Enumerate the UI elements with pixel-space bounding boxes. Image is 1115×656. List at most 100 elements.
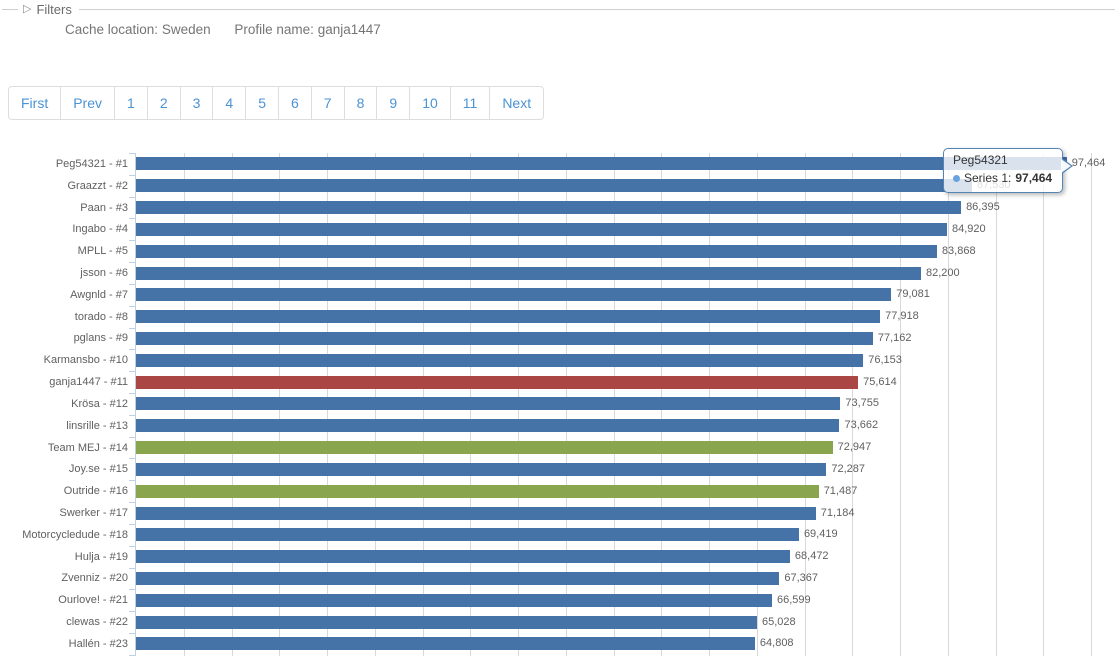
bar[interactable] — [136, 244, 937, 258]
value-label: 69,419 — [803, 528, 838, 541]
value-label: 72,287 — [831, 462, 865, 475]
bar[interactable] — [136, 397, 841, 411]
bar[interactable] — [136, 484, 819, 498]
value-label: 83,868 — [941, 244, 976, 257]
bar[interactable] — [136, 375, 859, 389]
axis-tick — [129, 502, 136, 504]
value-label: 86,395 — [966, 201, 1000, 214]
value-label: 66,599 — [777, 593, 811, 606]
bar[interactable] — [136, 615, 758, 629]
filters-legend[interactable]: Filters — [36, 1, 72, 17]
axis-tick — [129, 414, 136, 416]
axis-tick — [129, 218, 136, 220]
bar[interactable] — [136, 353, 864, 367]
bar[interactable] — [136, 331, 873, 345]
gridline — [900, 153, 901, 656]
gridline — [1043, 153, 1045, 656]
axis-tick — [129, 240, 136, 242]
axis-tick — [129, 480, 136, 482]
axis-tick — [129, 545, 136, 547]
bar[interactable] — [136, 550, 790, 564]
axis-tick — [129, 567, 136, 569]
bar[interactable] — [136, 441, 833, 455]
bar[interactable] — [136, 157, 1067, 171]
page-button-8[interactable]: 8 — [343, 86, 378, 120]
value-label: 68,472 — [794, 550, 829, 563]
bar[interactable] — [136, 462, 827, 476]
value-label: 67,367 — [784, 571, 818, 584]
cache-location-label: Cache location: — [65, 22, 159, 37]
page-button-prev[interactable]: Prev — [60, 86, 116, 120]
divider-line — [78, 8, 1115, 10]
tooltip-title: Peg54321 — [953, 153, 1008, 167]
page-button-6[interactable]: 6 — [278, 86, 312, 120]
category-label: jsson - #6 — [80, 267, 128, 279]
chart-area: Peg54321 - #1 Graazzt - #2 Paan - #3 Ingabo… — [0, 153, 1115, 656]
axis-tick — [129, 153, 136, 154]
bar[interactable] — [136, 528, 799, 542]
bar[interactable] — [136, 222, 947, 236]
value-label: 77,162 — [877, 331, 912, 344]
page-button-1[interactable]: 1 — [114, 86, 148, 120]
axis-tick — [129, 458, 136, 460]
value-label: 72,947 — [837, 441, 872, 454]
bar[interactable] — [136, 266, 921, 280]
bar[interactable] — [136, 571, 780, 585]
category-label: Zvenniz - #20 — [61, 572, 128, 585]
bar[interactable] — [136, 201, 962, 215]
bar[interactable] — [136, 288, 892, 302]
page-button-5[interactable]: 5 — [245, 86, 279, 120]
category-label: Graazzt - #2 — [67, 179, 128, 192]
profile-name-label: Profile name: — [234, 22, 314, 37]
cache-location-filter: Cache location: Sweden — [65, 22, 211, 37]
axis-tick — [129, 327, 136, 329]
value-label: 82,200 — [926, 266, 960, 279]
category-label: Ourlove! - #21 — [58, 594, 128, 607]
axis-tick — [129, 633, 136, 635]
bar[interactable] — [136, 310, 881, 324]
expand-triangle-icon[interactable]: ▷ — [23, 2, 32, 15]
page-button-7[interactable]: 7 — [310, 86, 345, 120]
category-label: Hallén - #23 — [68, 637, 128, 650]
page-button-10[interactable]: 10 — [409, 86, 451, 120]
page-button-next[interactable]: Next — [489, 86, 545, 120]
axis-tick — [129, 393, 136, 395]
bar[interactable] — [136, 593, 773, 607]
value-label: 84,920 — [951, 222, 986, 235]
axis-tick — [129, 262, 136, 264]
category-labels: Peg54321 - #1 Graazzt - #2 Paan - #3 Ingabo… — [0, 153, 128, 656]
axis-tick — [129, 654, 136, 656]
value-label: 97,464 — [1071, 157, 1106, 170]
cache-location-value: Sweden — [161, 22, 211, 37]
bar[interactable] — [136, 637, 755, 651]
pagination: First Prev 1 2 3 4 5 6 7 8 9 10 11 Next — [8, 86, 545, 120]
axis-tick — [129, 349, 136, 351]
y-axis-line — [135, 153, 136, 656]
axis-tick — [129, 523, 136, 525]
axis-tick — [129, 589, 136, 591]
axis-tick — [129, 196, 136, 198]
axis-tick — [129, 436, 136, 438]
category-label: Peg54321 - #1 — [55, 157, 128, 170]
page-button-9[interactable]: 9 — [376, 86, 411, 120]
category-label: ganja1447 - #11 — [49, 376, 128, 389]
category-label: Krösa - #12 — [71, 397, 128, 410]
category-label: MPLL - #5 — [77, 245, 128, 258]
tooltip-value: 97,464 — [1015, 171, 1053, 185]
bar[interactable] — [136, 419, 840, 433]
value-label: 79,081 — [896, 288, 930, 301]
page-button-11[interactable]: 11 — [449, 86, 491, 120]
page-button-4[interactable]: 4 — [212, 86, 247, 120]
series-marker-icon — [953, 175, 960, 182]
tooltip-series-label: Series 1: — [964, 171, 1012, 185]
category-label: Motorcycledude - #18 — [22, 528, 128, 541]
category-label: Awgnld - #7 — [70, 288, 128, 301]
bar[interactable] — [136, 506, 816, 520]
value-label: 73,662 — [844, 419, 879, 432]
page-button-2[interactable]: 2 — [146, 86, 181, 120]
page-button-3[interactable]: 3 — [179, 86, 214, 120]
filters-summary: Cache location: Sweden Profile name: gan… — [65, 22, 401, 37]
page-button-first[interactable]: First — [8, 86, 62, 120]
bar[interactable] — [136, 179, 972, 193]
